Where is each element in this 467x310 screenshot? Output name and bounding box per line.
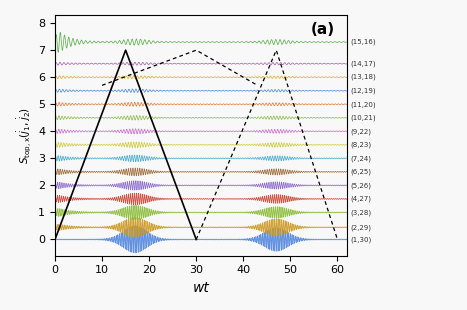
Text: (7,24): (7,24) xyxy=(351,155,372,162)
Text: (5,26): (5,26) xyxy=(351,182,372,189)
Text: (13,18): (13,18) xyxy=(351,74,376,81)
Text: (6,25): (6,25) xyxy=(351,169,372,175)
Text: (12,19): (12,19) xyxy=(351,87,376,94)
Y-axis label: $S_{\rm top,x}(\dot{j}_1,\dot{j}_2)$: $S_{\rm top,x}(\dot{j}_1,\dot{j}_2)$ xyxy=(15,107,33,164)
Text: (3,28): (3,28) xyxy=(351,209,372,216)
Text: (11,20): (11,20) xyxy=(351,101,376,108)
X-axis label: wt: wt xyxy=(192,281,209,295)
Text: (9,22): (9,22) xyxy=(351,128,372,135)
Text: (14,17): (14,17) xyxy=(351,60,376,67)
Text: (1,30): (1,30) xyxy=(351,236,372,243)
Text: (15,16): (15,16) xyxy=(351,39,376,45)
Text: (2,29): (2,29) xyxy=(351,224,372,231)
Text: (8,23): (8,23) xyxy=(351,142,372,148)
Text: (a): (a) xyxy=(311,22,335,37)
Text: (10,21): (10,21) xyxy=(351,114,376,121)
Text: (4,27): (4,27) xyxy=(351,196,372,202)
